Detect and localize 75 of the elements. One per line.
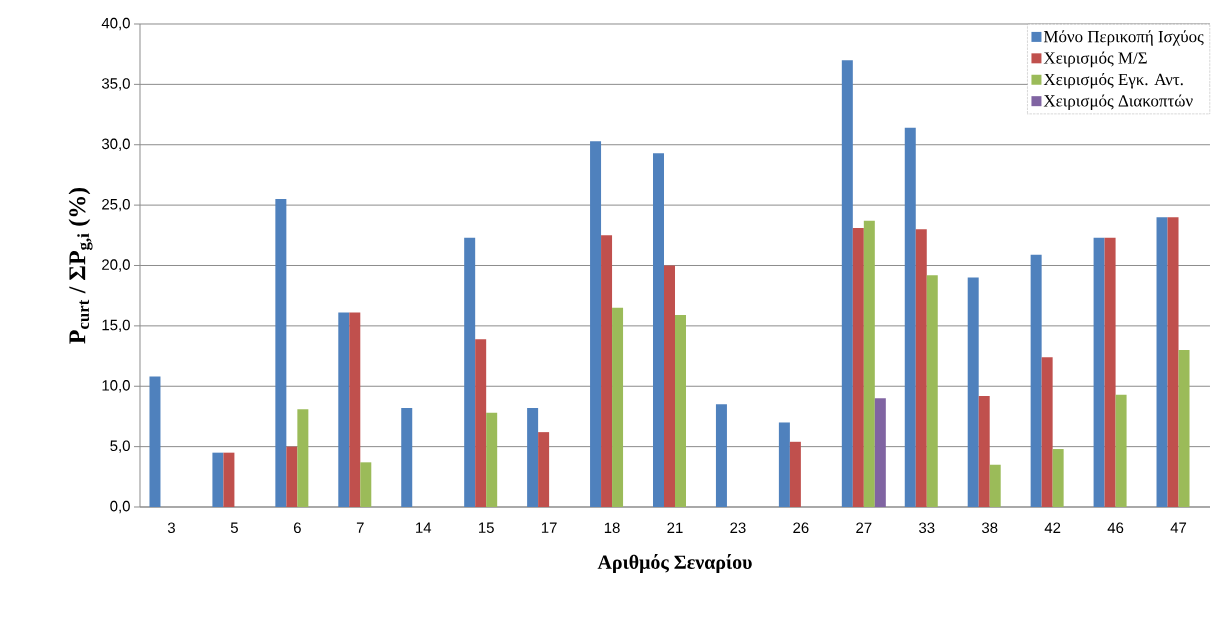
- bar: [338, 312, 350, 507]
- bar: [904, 127, 916, 507]
- y-tick-label: 25,0: [102, 198, 130, 212]
- legend-label: Χειρισμός Μ/Σ: [1043, 51, 1147, 68]
- bar: [989, 464, 1001, 507]
- y-axis-title: P$_{curt}$ / ΣP$_{g,i}$ (%): [68, 187, 93, 344]
- bar: [852, 228, 864, 507]
- bar: [360, 462, 372, 507]
- bar: [1167, 217, 1179, 507]
- bar: [778, 422, 790, 507]
- x-tick-label: 3: [167, 522, 175, 534]
- legend-label: Χειρισμός Διακοπτών: [1043, 94, 1193, 111]
- bar: [926, 275, 938, 507]
- bar: [715, 404, 727, 507]
- x-tick-label: 7: [356, 522, 364, 533]
- bar: [967, 277, 979, 507]
- x-tick-label: 42: [1044, 522, 1061, 533]
- bar: [286, 446, 298, 507]
- bar: [1156, 217, 1168, 507]
- x-tick-label: 27: [856, 522, 872, 533]
- y-tick-label: 15,0: [102, 319, 130, 333]
- bar: [1030, 254, 1042, 507]
- bar: [1052, 449, 1064, 507]
- legend-label: Μόνο Περικοπή Ισχύος: [1043, 30, 1204, 46]
- x-tick-label: 38: [981, 522, 998, 534]
- bar: [223, 452, 235, 507]
- x-tick-label: 14: [416, 522, 432, 533]
- bar: [464, 237, 476, 507]
- bar: [475, 339, 487, 507]
- y-tick-label: 35,0: [101, 78, 130, 91]
- bar: [653, 153, 664, 507]
- bar: [212, 452, 224, 507]
- y-tick-label: 40,0: [101, 17, 130, 31]
- bar: [601, 235, 613, 507]
- x-tick-label: 26: [793, 522, 809, 534]
- legend-label: Χειρισμός Εγκ. Αντ.: [1043, 73, 1183, 89]
- bar: [1104, 237, 1116, 507]
- x-tick-label: 17: [541, 522, 557, 533]
- bar: [1115, 394, 1127, 507]
- bar: [978, 395, 990, 507]
- x-tick-label: 47: [1170, 522, 1187, 533]
- bar: [612, 307, 624, 507]
- bar: [915, 229, 927, 507]
- bar: [675, 315, 686, 507]
- x-tick-label: 46: [1107, 522, 1124, 534]
- y-tick-label: 10,0: [102, 380, 130, 393]
- bar: [527, 407, 539, 507]
- bar: [538, 432, 550, 507]
- bar: [590, 141, 602, 507]
- bar: [789, 441, 801, 507]
- bar: [1178, 350, 1190, 507]
- y-tick-label: 5,0: [110, 440, 130, 453]
- bar: [1041, 357, 1053, 507]
- y-tick-label: 0,0: [110, 500, 130, 514]
- x-tick-label: 18: [604, 522, 620, 534]
- bar: [486, 412, 498, 507]
- bar: [841, 60, 853, 507]
- x-tick-label: 23: [730, 522, 746, 534]
- x-axis-title: Αριθμός Σεναρίου: [597, 553, 752, 573]
- x-tick-label: 33: [919, 522, 935, 534]
- bar: [275, 199, 287, 507]
- y-tick-label: 30,0: [101, 138, 130, 151]
- x-tick-label: 5: [230, 522, 238, 533]
- y-tick-label: 20,0: [102, 259, 130, 272]
- x-tick-label: 15: [479, 522, 494, 533]
- bar: [1093, 237, 1105, 507]
- bar: [874, 398, 886, 507]
- bar: [863, 220, 875, 507]
- bar: [149, 376, 161, 507]
- x-tick-label: 6: [293, 522, 301, 534]
- x-tick-label: 21: [667, 522, 683, 533]
- bar: [401, 407, 413, 507]
- bar: [349, 312, 361, 507]
- bar: [297, 409, 309, 507]
- bar: [664, 265, 675, 507]
